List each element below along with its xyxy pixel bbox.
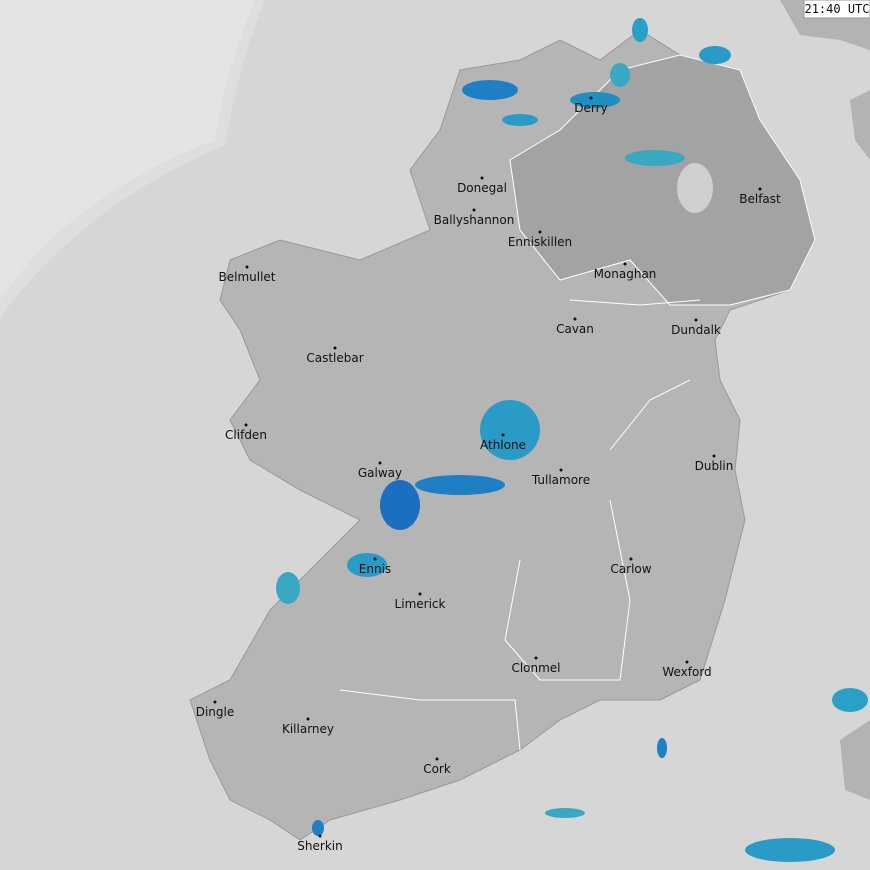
place-label: Cork: [423, 762, 451, 776]
place-label: Belfast: [739, 192, 781, 206]
rain: [380, 480, 420, 530]
place-label: Killarney: [282, 722, 334, 736]
county-border: [339, 689, 521, 751]
place-label: Athlone: [480, 438, 526, 452]
county-border: [609, 379, 691, 451]
place-dot: [244, 423, 248, 427]
place-label: Monaghan: [594, 267, 657, 281]
rain: [415, 475, 505, 495]
place-label: Clifden: [225, 428, 267, 442]
county-border: [569, 299, 701, 306]
rain: [480, 400, 540, 460]
rain: [276, 572, 300, 604]
rain: [745, 838, 835, 862]
place-dot: [480, 176, 484, 180]
place-label: Wexford: [662, 665, 711, 679]
place-label: Galway: [358, 466, 402, 480]
rain: [610, 63, 630, 87]
scotland-coast: [850, 90, 870, 160]
place-label: Dingle: [196, 705, 235, 719]
place-dot: [306, 717, 310, 721]
place-dot: [758, 187, 762, 191]
timestamp: 21:40 UTC: [804, 2, 869, 16]
radar-range-inner: [0, 0, 255, 300]
place-dot: [501, 433, 505, 437]
place-dot: [534, 656, 538, 660]
timestamp-box: [803, 0, 870, 19]
rain: [545, 808, 585, 818]
rain: [502, 114, 538, 126]
place-dot: [472, 208, 476, 212]
places: Derry Donegal Ballyshannon Enniskillen Monag…: [196, 96, 781, 853]
place-dot: [573, 317, 577, 321]
place-label: Ballyshannon: [434, 213, 515, 227]
lough-neagh: [677, 163, 713, 213]
rain: [699, 46, 731, 64]
place-label: Cavan: [556, 322, 594, 336]
place-dot: [318, 834, 322, 838]
place-label: Tullamore: [531, 473, 590, 487]
wales: [840, 720, 870, 800]
place-dot: [435, 757, 439, 761]
place-dot: [373, 557, 377, 561]
rain: [462, 80, 518, 100]
place-dot: [245, 265, 249, 269]
place-label: Castlebar: [306, 351, 363, 365]
place-dot: [589, 96, 593, 100]
place-label: Clonmel: [511, 661, 560, 675]
place-dot: [629, 557, 633, 561]
place-label: Limerick: [395, 597, 446, 611]
place-label: Dundalk: [671, 323, 721, 337]
rain: [657, 738, 667, 758]
place-label: Belmullet: [219, 270, 276, 284]
place-label: Donegal: [457, 181, 507, 195]
place-label: Enniskillen: [508, 235, 572, 249]
rain: [832, 688, 868, 712]
place-dot: [333, 346, 337, 350]
place-label: Sherkin: [297, 839, 342, 853]
place-label: Derry: [574, 101, 607, 115]
rain: [312, 820, 324, 836]
rain: [625, 150, 685, 166]
rain-echoes: [276, 18, 868, 862]
county-border: [504, 499, 631, 681]
rain: [347, 553, 387, 577]
place-label: Carlow: [610, 562, 651, 576]
place-dot: [418, 592, 422, 596]
rain: [570, 92, 620, 108]
place-dot: [694, 318, 698, 322]
place-dot: [685, 660, 689, 664]
place-dot: [213, 700, 217, 704]
place-dot: [559, 468, 563, 472]
place-dot: [378, 461, 382, 465]
northern-ireland: [509, 54, 816, 306]
place-dot: [712, 454, 716, 458]
place-label: Ennis: [359, 562, 391, 576]
place-label: Dublin: [695, 459, 734, 473]
place-dot: [538, 230, 542, 234]
place-dot: [623, 262, 627, 266]
rain: [632, 18, 648, 42]
